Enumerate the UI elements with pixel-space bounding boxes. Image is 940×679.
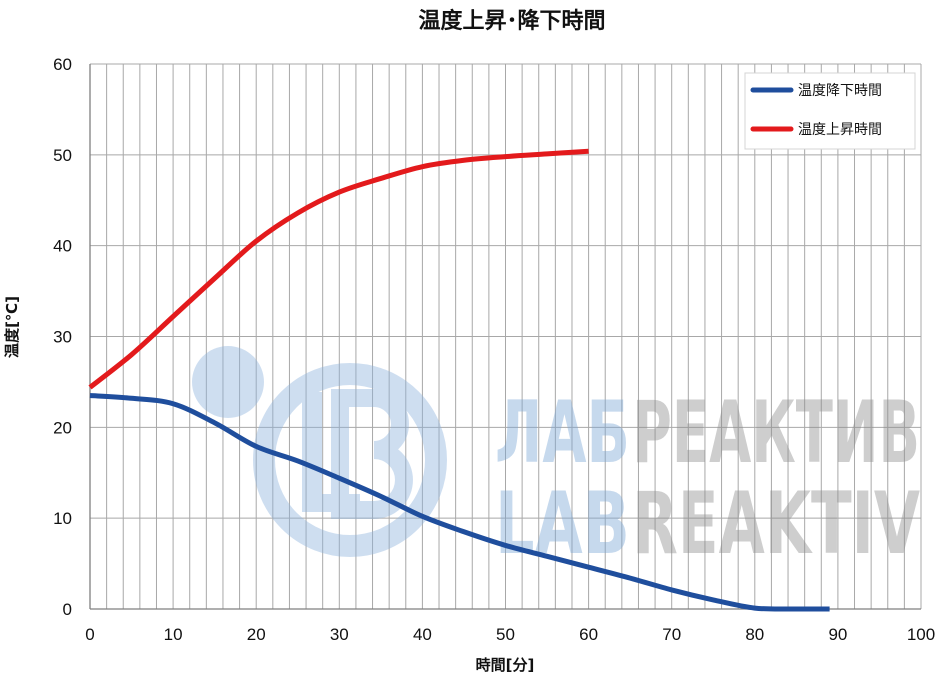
chart-title: 温度上昇･降下時間 <box>418 8 605 34</box>
watermark-text-latin-grey: REAKTIV <box>632 474 920 574</box>
watermark-text-cyrillic-accent: ЛАБ <box>495 383 630 483</box>
watermark: ЛАБ РЕАКТИВ LAB REAKTIV <box>192 346 920 574</box>
y-tick-label: 40 <box>53 237 72 256</box>
x-tick-label: 70 <box>662 625 681 644</box>
tick-labels: 0 10 20 30 40 50 60 0 10 20 30 40 50 60 70 80 90 100 <box>53 55 935 644</box>
watermark-logo-foot <box>302 494 360 512</box>
x-tick-label: 80 <box>745 625 764 644</box>
y-tick-label: 0 <box>63 600 72 619</box>
x-tick-label: 60 <box>579 625 598 644</box>
grid <box>89 63 922 610</box>
legend-label-heating: 温度上昇時間 <box>798 122 882 138</box>
watermark-logo-dot <box>192 346 264 418</box>
x-tick-label: 90 <box>828 625 847 644</box>
series-lines <box>88 148 830 612</box>
watermark-logo-stem <box>302 392 322 510</box>
y-tick-label: 20 <box>53 418 72 437</box>
y-tick-label: 50 <box>53 146 72 165</box>
legend: 温度降下時間 温度上昇時間 <box>744 72 916 150</box>
x-tick-label: 50 <box>496 625 515 644</box>
x-tick-label: 30 <box>330 625 349 644</box>
series-line-heating <box>88 148 589 390</box>
legend-box <box>744 72 916 150</box>
series-line-cooling <box>89 393 830 612</box>
x-axis-label: 時間[分] <box>476 656 535 674</box>
legend-label-cooling: 温度降下時間 <box>798 83 882 99</box>
y-tick-label: 10 <box>53 509 72 528</box>
x-tick-label: 0 <box>85 625 94 644</box>
y-tick-label: 30 <box>53 328 72 347</box>
y-tick-label: 60 <box>53 55 72 74</box>
watermark-text-latin-accent: LAB <box>495 474 630 574</box>
watermark-logo-ring <box>253 363 447 557</box>
x-tick-label: 40 <box>413 625 432 644</box>
x-tick-label: 20 <box>247 625 266 644</box>
y-axis-label: 温度[℃] <box>3 296 21 358</box>
watermark-text-cyrillic-grey: РЕАКТИВ <box>632 383 920 483</box>
x-tick-label: 10 <box>164 625 183 644</box>
x-tick-label: 100 <box>907 625 935 644</box>
